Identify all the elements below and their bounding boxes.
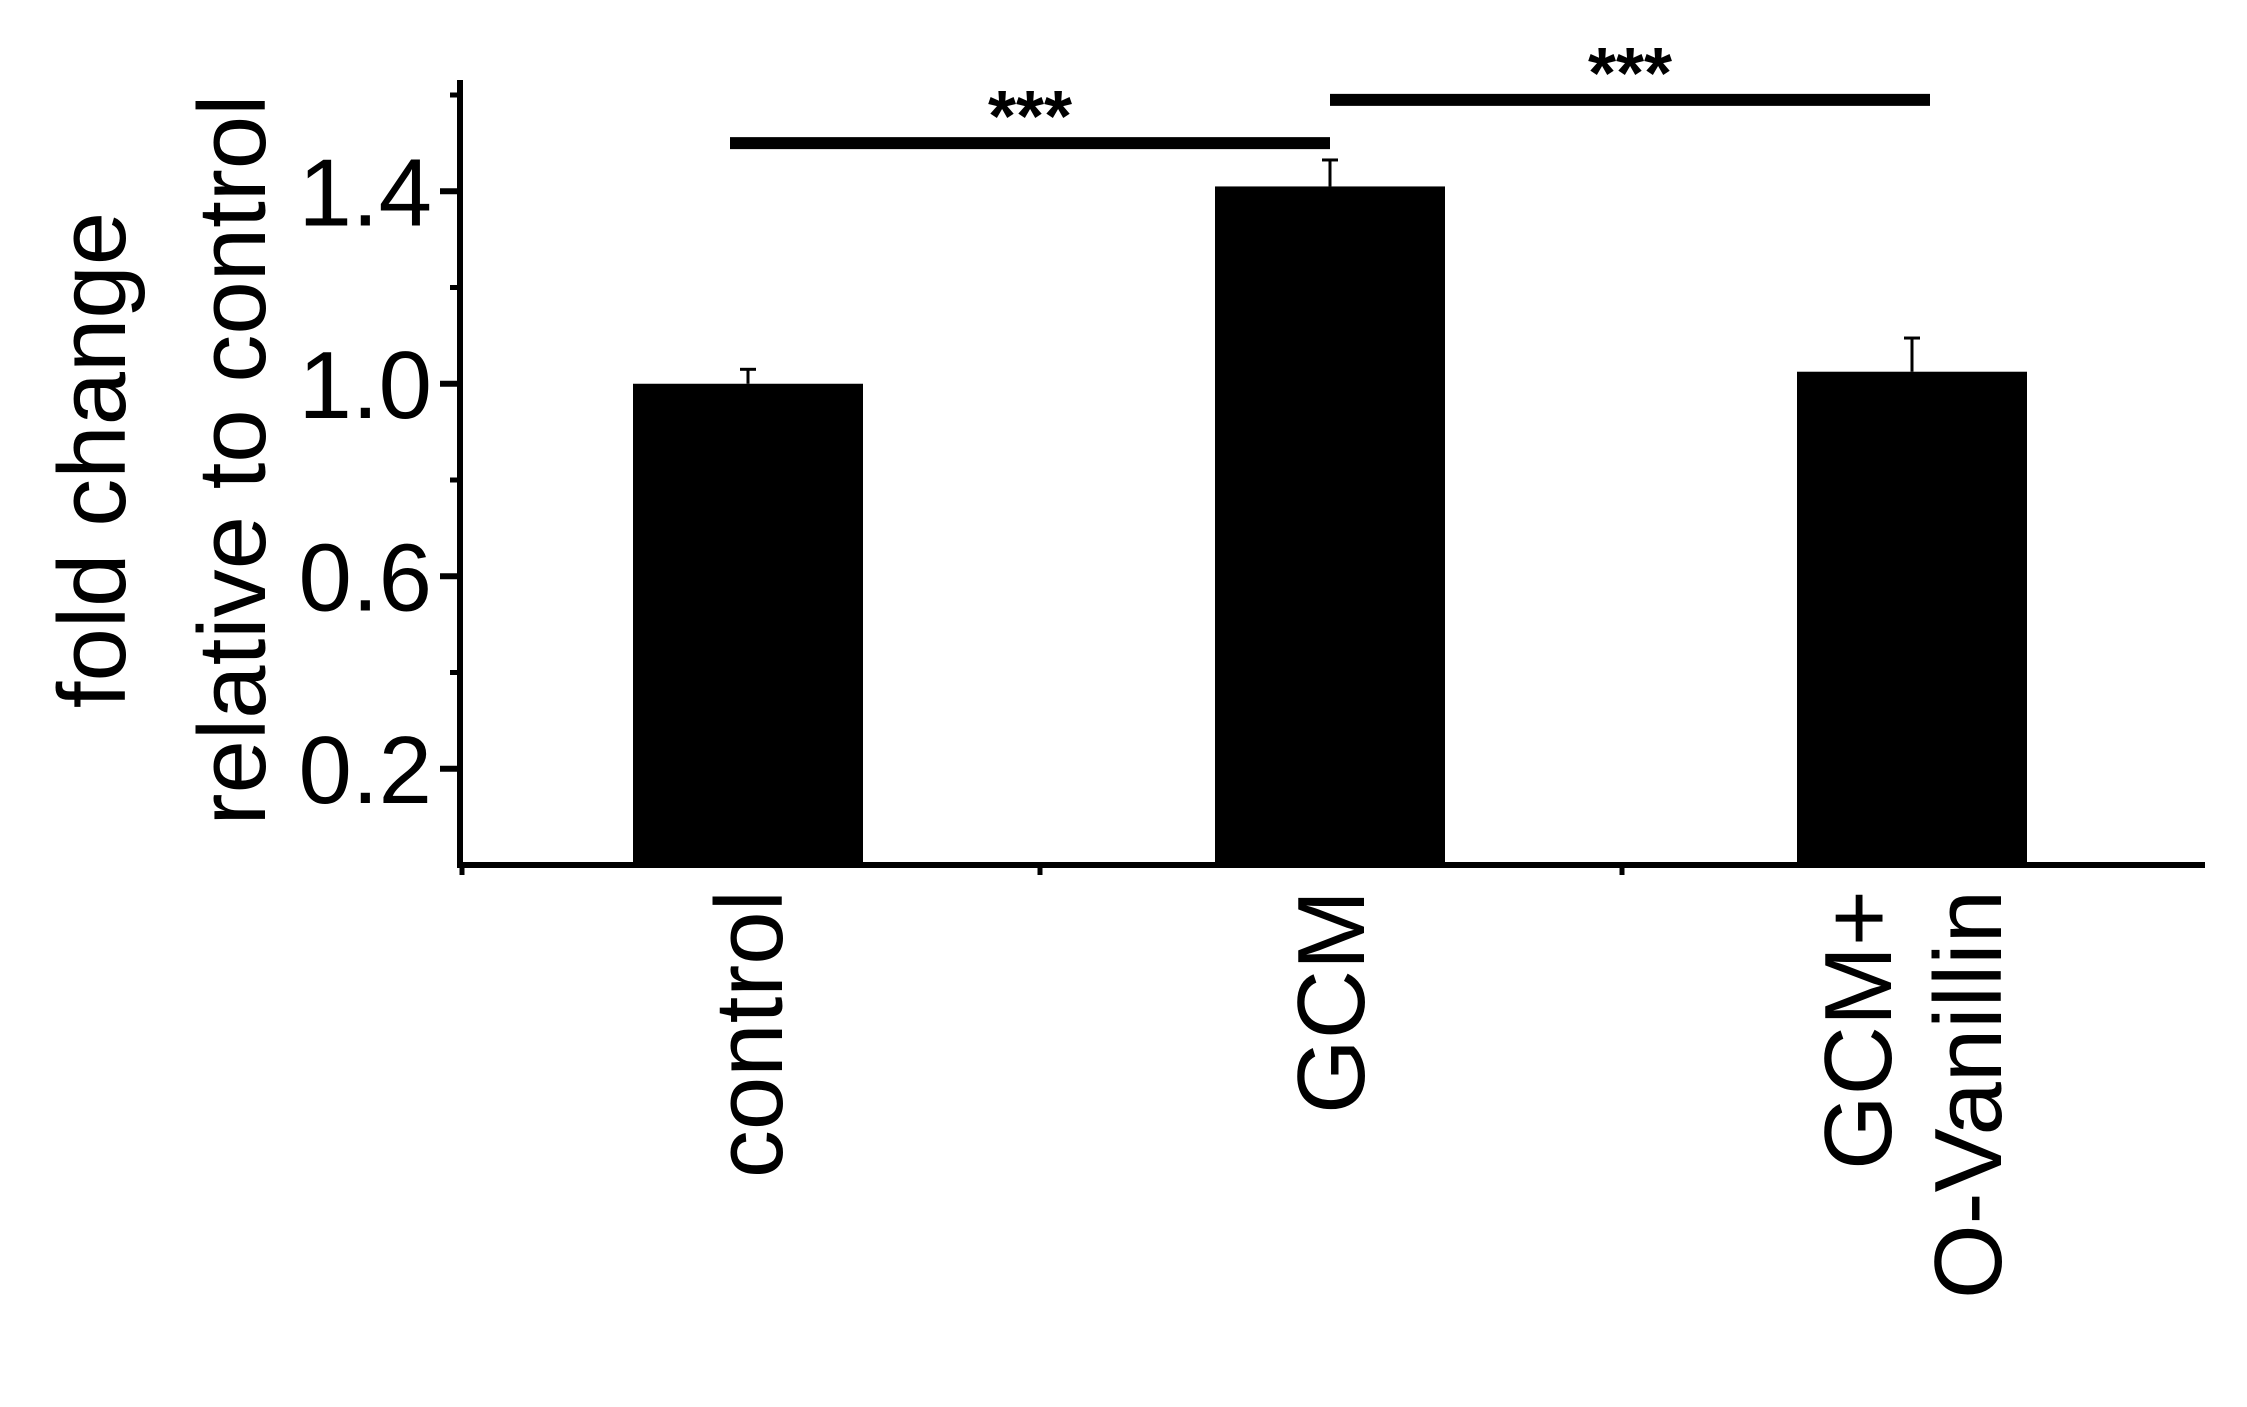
bar bbox=[1797, 371, 2027, 865]
y-tick-label: 1.4 bbox=[299, 139, 432, 246]
bar bbox=[633, 383, 863, 865]
x-tick-label: control bbox=[696, 890, 803, 1178]
bars bbox=[633, 186, 2027, 865]
y-tick-label: 0.6 bbox=[299, 524, 432, 631]
bar bbox=[1215, 186, 1445, 865]
x-axis-labels: control GCM GCM+ O-Vanillin bbox=[696, 890, 2022, 1299]
significance-label: *** bbox=[1588, 34, 1672, 114]
y-axis-label-line: fold change bbox=[39, 212, 146, 708]
significance-label: *** bbox=[988, 77, 1072, 157]
y-tick-label: 0.2 bbox=[299, 717, 432, 824]
y-tick-label: 1.0 bbox=[299, 332, 432, 439]
significance-markers: *** *** bbox=[730, 34, 1930, 157]
x-tick-label: GCM+ bbox=[1805, 890, 1912, 1170]
y-axis-label-line: relative to control bbox=[179, 94, 286, 825]
y-axis-label: fold change relative to control bbox=[39, 94, 286, 825]
x-tick-label: O-Vanillin bbox=[1915, 890, 2022, 1299]
error-bars bbox=[740, 158, 1920, 384]
x-tick-label: GCM bbox=[1278, 890, 1385, 1114]
axes: 0.2 0.6 1.0 1.4 bbox=[299, 80, 2205, 875]
